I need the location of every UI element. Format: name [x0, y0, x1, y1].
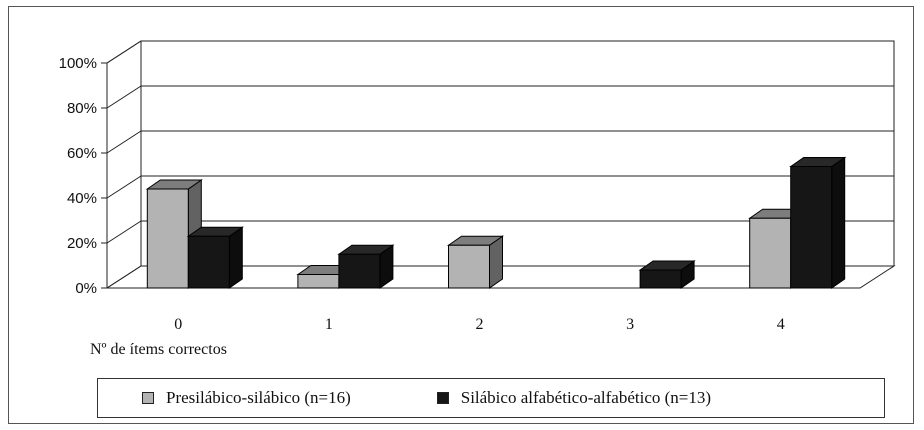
y-tick-label: 40%	[67, 190, 97, 207]
bar-cat-1-series-1	[337, 244, 395, 289]
legend-item-series-0: Presilábico-silábico (n=16)	[142, 388, 351, 408]
side-grid-diagonal	[106, 175, 142, 199]
x-tick-label: 1	[325, 316, 333, 333]
legend-swatch-series-1	[436, 392, 449, 404]
y-tick-label: 100%	[59, 55, 97, 72]
y-tick-label: 80%	[67, 100, 97, 117]
floor	[105, 265, 896, 289]
bar-side	[831, 156, 846, 289]
bar-cat-4-series-1	[789, 156, 847, 289]
legend: Presilábico-silábico (n=16) Silábico alf…	[97, 378, 885, 418]
bar-cat-2-series-0	[446, 235, 505, 289]
bar-front	[749, 217, 792, 289]
legend-swatch-series-0	[142, 392, 154, 404]
y-axis-top-edge	[106, 40, 142, 64]
bar-cat-0-series-1	[186, 226, 244, 289]
bar-front	[448, 244, 490, 289]
x-tick-label: 3	[626, 316, 634, 333]
x-tick-label: 0	[174, 316, 182, 333]
side-grid-diagonal	[106, 85, 142, 109]
legend-label-series-1: Silábico alfabético-alfabético (n=13)	[460, 388, 712, 407]
x-axis-title: Nº de ítems correctos	[90, 341, 227, 358]
y-tick-label: 20%	[67, 235, 97, 252]
bar-front	[146, 188, 189, 289]
y-tick-label: 0%	[75, 280, 97, 297]
bar-front	[338, 253, 381, 289]
y-tick-label: 60%	[67, 145, 97, 162]
side-grid-diagonal	[106, 220, 142, 244]
x-tick-label: 2	[476, 316, 484, 333]
bar-cat-3-series-1	[638, 260, 696, 289]
x-tick-label: 4	[777, 316, 785, 333]
legend-label-series-0: Presilábico-silábico (n=16)	[166, 388, 351, 407]
side-grid-diagonal	[106, 130, 142, 154]
bar-front	[187, 235, 230, 289]
legend-item-series-1: Silábico alfabético-alfabético (n=13)	[436, 388, 712, 408]
bar-front	[639, 269, 682, 289]
bar-side	[228, 226, 243, 289]
bar-front	[297, 274, 340, 289]
bar-front	[790, 166, 833, 289]
